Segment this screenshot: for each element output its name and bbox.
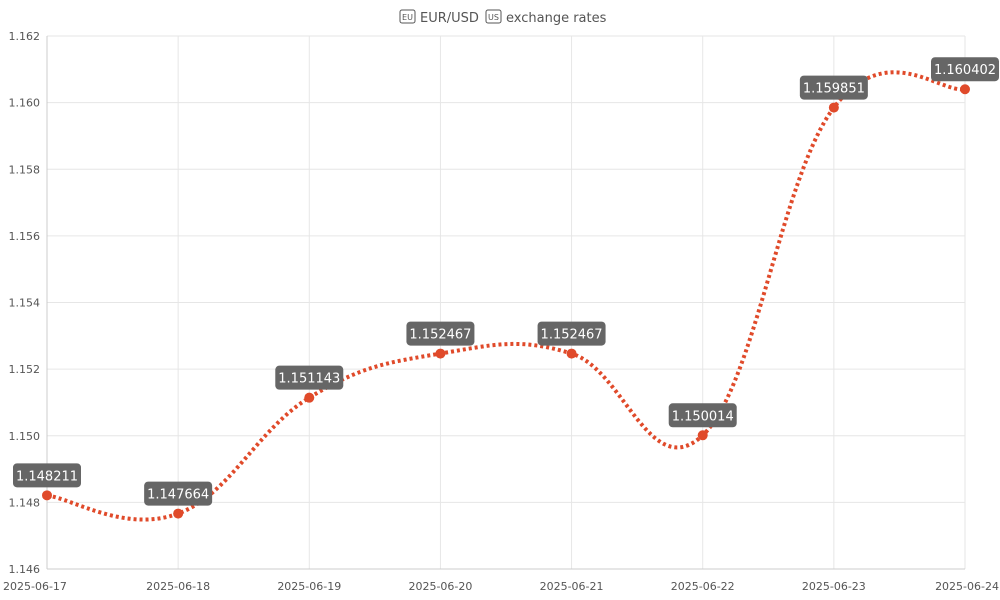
data-label-box <box>13 463 81 488</box>
data-point <box>42 490 52 501</box>
y-tick-label: 1.160 <box>9 97 41 110</box>
data-points <box>42 84 970 519</box>
x-tick-label: 2025-06-23 <box>802 580 866 593</box>
data-label-box <box>275 365 344 390</box>
data-label-box <box>537 321 606 346</box>
data-label-box <box>406 321 475 346</box>
data-point <box>435 348 446 359</box>
y-tick-label: 1.152 <box>9 363 41 376</box>
data-label-box <box>144 481 213 506</box>
data-label: 1.151143 <box>275 365 344 390</box>
data-point <box>960 84 970 95</box>
x-axis: 2025-06-17 2025-06-18 2025-06-19 2025-06-20… <box>3 580 999 593</box>
data-label: 1.152467 <box>406 321 475 346</box>
y-axis: 1.146 1.148 1.150 1.152 1.154 1.156 1.158 1.160… <box>9 30 41 576</box>
data-point <box>304 392 315 403</box>
data-label: 1.160402 <box>931 57 999 82</box>
data-labels: 1.148211 1.147664 1.151143 1.152467 1.152467… <box>13 57 999 506</box>
data-label-box <box>799 75 868 100</box>
y-tick-label: 1.162 <box>9 30 41 43</box>
y-tick-label: 1.150 <box>9 430 41 443</box>
data-label-box <box>668 403 737 428</box>
data-label-text: 1.148211 <box>16 469 78 484</box>
x-tick-label: 2025-06-20 <box>408 580 472 593</box>
data-label: 1.148211 <box>13 463 81 488</box>
y-tick-label: 1.148 <box>9 496 41 509</box>
us-flag-icon: US <box>485 9 502 24</box>
eu-flag-icon: EU <box>399 9 416 24</box>
data-label-text: 1.151143 <box>278 372 340 387</box>
data-label-text: 1.152467 <box>541 328 603 343</box>
data-label-text: 1.150014 <box>672 409 734 424</box>
data-label: 1.152467 <box>537 321 606 346</box>
y-tick-label: 1.154 <box>9 297 41 310</box>
x-tick-label: 2025-06-18 <box>146 580 210 593</box>
data-point <box>697 430 708 441</box>
chart-title: EU EUR/USD US exchange rates <box>399 9 607 26</box>
data-point <box>173 508 184 519</box>
data-point <box>828 102 839 113</box>
svg-text:US: US <box>488 13 499 22</box>
data-label: 1.159851 <box>799 75 868 100</box>
data-label-text: 1.159851 <box>803 82 865 97</box>
data-label-box <box>931 57 999 82</box>
data-label-text: 1.152467 <box>409 328 471 343</box>
y-tick-label: 1.156 <box>9 230 41 243</box>
title-rest: exchange rates <box>506 11 607 26</box>
y-tick-label: 1.146 <box>9 563 41 576</box>
x-tick-label: 2025-06-24 <box>935 580 999 593</box>
x-tick-label: 2025-06-22 <box>671 580 735 593</box>
x-tick-label: 2025-06-19 <box>277 580 341 593</box>
x-tick-label: 2025-06-17 <box>3 580 67 593</box>
data-label: 1.147664 <box>144 481 213 506</box>
series-line <box>46 70 966 522</box>
title-pair: EUR/USD <box>420 11 479 26</box>
x-tick-label: 2025-06-21 <box>540 580 604 593</box>
data-point <box>566 348 577 359</box>
y-tick-label: 1.158 <box>9 163 41 176</box>
data-label: 1.150014 <box>668 403 737 428</box>
data-label-text: 1.160402 <box>934 63 996 78</box>
data-label-text: 1.147664 <box>147 488 209 503</box>
svg-text:EU: EU <box>402 13 413 22</box>
